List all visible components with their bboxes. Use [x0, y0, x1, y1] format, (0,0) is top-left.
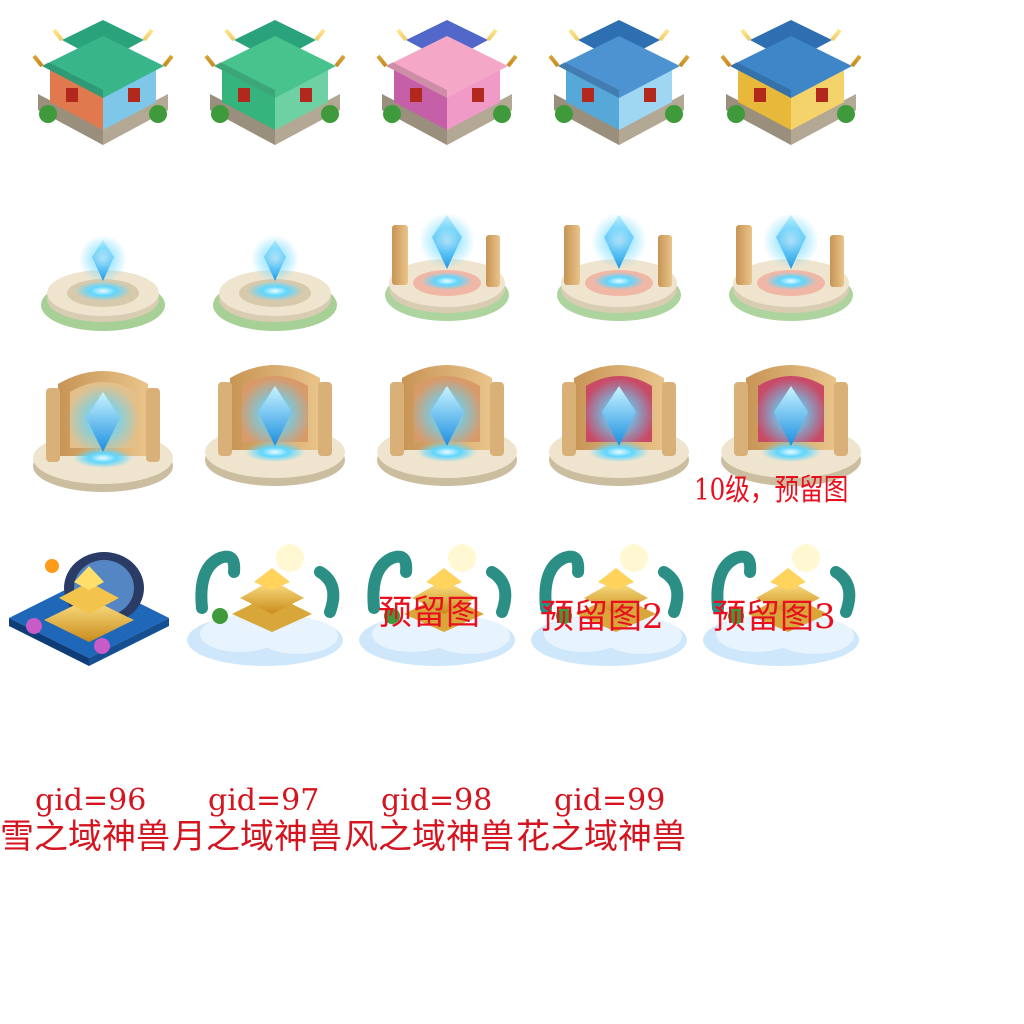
reserve-note-2: 预留图2 [540, 597, 664, 637]
sprite-palace-dragon-1 [180, 528, 350, 678]
beast-label-snow: 雪之域神兽 [0, 817, 170, 857]
gid-label-96: gid=96 [35, 783, 147, 818]
sprite-house-rainbow [18, 10, 188, 160]
reserve-note-1: 预留图 [378, 593, 480, 633]
sprite-house-moon [706, 10, 876, 160]
sprite-altar-lv10 [706, 342, 876, 492]
sprite-altar-lv9 [534, 342, 704, 492]
beast-label-flower: 花之域神兽 [516, 817, 686, 857]
sprite-altar-lv4 [534, 185, 704, 335]
sprite-altar-lv3 [362, 185, 532, 335]
sprite-palace-gold [4, 528, 174, 678]
reserve-note-3: 预留图3 [712, 597, 836, 637]
sprite-altar-lv6 [18, 348, 188, 498]
gid-label-97: gid=97 [208, 783, 320, 818]
level10-reserve-note: 10级，预留图 [694, 473, 849, 508]
sprite-house-blossom [362, 10, 532, 160]
sprite-house-leaf [190, 10, 360, 160]
sprite-altar-lv1 [18, 195, 188, 345]
sprite-house-snowflake [534, 10, 704, 160]
gid-label-98: gid=98 [381, 783, 493, 818]
gid-label-99: gid=99 [554, 783, 666, 818]
sprite-altar-lv5 [706, 185, 876, 335]
beast-label-moon: 月之域神兽 [172, 817, 342, 857]
sprite-altar-lv7 [190, 342, 360, 492]
sprite-altar-lv8 [362, 342, 532, 492]
beast-label-wind: 风之域神兽 [344, 817, 514, 857]
sprite-altar-lv2 [190, 195, 360, 345]
